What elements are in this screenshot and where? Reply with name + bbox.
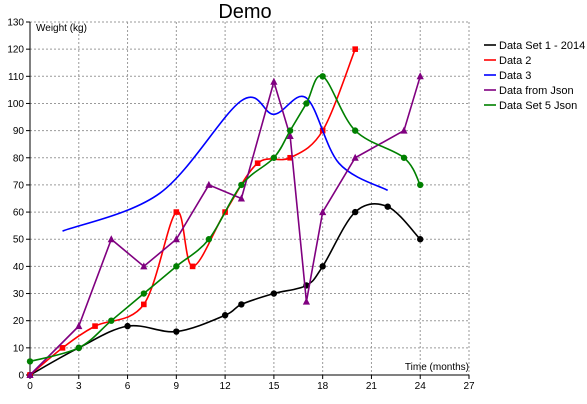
series-3 [62, 95, 389, 232]
series-layer [26, 46, 424, 379]
y-tick-label: 80 [13, 153, 25, 164]
y-tick-label: 90 [13, 126, 25, 137]
legend-item: Data 3 [484, 70, 531, 82]
data-point [287, 154, 293, 161]
data-point [140, 262, 148, 270]
data-point [319, 208, 327, 216]
legend-item: Data 2 [484, 55, 531, 67]
data-point [141, 301, 147, 308]
series-line [29, 76, 421, 376]
legend-label: Data Set 1 - 2014 [499, 40, 585, 52]
legend-item: Data from Json [484, 85, 574, 97]
x-tick-label: 24 [415, 381, 427, 392]
data-point [237, 194, 245, 202]
data-point [416, 72, 424, 80]
data-point [205, 180, 213, 188]
legend-label: Data Set 5 Json [499, 100, 577, 112]
data-point [270, 154, 278, 161]
x-tick-label: 21 [366, 381, 378, 392]
y-tick-label: 30 [13, 289, 25, 300]
data-point [400, 154, 408, 161]
series-line [62, 95, 389, 232]
legend-label: Data from Json [499, 85, 574, 97]
data-point [351, 127, 359, 134]
data-point [59, 345, 66, 351]
y-tick-label: 10 [13, 343, 25, 354]
data-point [400, 126, 408, 134]
chart-title: Demo [218, 1, 271, 23]
y-tick-label: 20 [13, 316, 25, 327]
data-point [384, 203, 391, 210]
data-point [205, 236, 213, 243]
data-point [173, 209, 180, 215]
x-tick-label: 0 [27, 381, 33, 392]
data-point [351, 153, 359, 161]
data-point [303, 100, 310, 107]
data-point [75, 344, 82, 352]
series-line [29, 202, 421, 376]
data-point [302, 297, 311, 305]
data-point [238, 181, 245, 189]
data-point [108, 317, 115, 324]
data-point [173, 263, 180, 270]
data-point [189, 263, 196, 270]
legend-label: Data 2 [499, 55, 531, 67]
data-point [26, 358, 34, 365]
x-axis-label: Time (months) [405, 362, 469, 373]
y-axis-label: Weight (kg) [36, 23, 87, 34]
legend-label: Data 3 [499, 70, 531, 82]
y-tick-label: 50 [13, 235, 25, 246]
x-tick-label: 3 [76, 381, 82, 392]
legend: Data Set 1 - 2014 Data 2 Data 3 Data from J… [484, 40, 585, 112]
y-tick-label: 110 [8, 72, 24, 83]
x-tick-label: 6 [125, 381, 131, 392]
y-tick-label: 100 [7, 99, 24, 110]
y-tick-labels: 0 10 20 30 40 50 60 70 80 90 100 110 120 130 [7, 18, 24, 382]
data-point [270, 290, 278, 297]
y-tick-label: 130 [7, 18, 24, 29]
y-tick-label: 0 [18, 371, 24, 382]
data-point [319, 263, 326, 270]
y-tick-label: 60 [13, 208, 25, 219]
data-point [140, 290, 148, 297]
data-point [238, 301, 245, 308]
y-tick-label: 70 [13, 180, 25, 191]
data-point [172, 235, 180, 243]
series-line [29, 75, 421, 363]
data-point [417, 181, 424, 189]
data-point [352, 46, 358, 52]
data-point [417, 236, 424, 243]
data-point [92, 323, 98, 329]
data-point [286, 127, 294, 134]
data-point [124, 322, 131, 330]
legend-item: Data Set 1 - 2014 [484, 40, 585, 52]
x-tick-label: 18 [317, 381, 329, 392]
series-4 [26, 72, 424, 378]
data-point [270, 77, 278, 85]
data-point [351, 208, 359, 216]
y-tick-label: 40 [13, 262, 25, 273]
data-point [286, 132, 294, 140]
data-point [173, 328, 180, 335]
x-tick-label: 15 [268, 381, 280, 392]
grid [30, 21, 470, 375]
data-point [221, 312, 229, 319]
data-point [319, 73, 326, 80]
x-tick-labels: 0 3 6 9 12 15 18 21 24 27 [27, 381, 475, 392]
data-point [254, 160, 261, 166]
x-tick-label: 12 [220, 381, 232, 392]
series-5 [26, 73, 424, 365]
x-tick-label: 9 [174, 381, 180, 392]
data-point [26, 371, 34, 378]
y-tick-label: 120 [7, 45, 24, 56]
x-tick-label: 27 [463, 381, 475, 392]
data-point [107, 235, 115, 243]
data-point [75, 322, 83, 330]
legend-item: Data Set 5 Json [484, 100, 577, 112]
